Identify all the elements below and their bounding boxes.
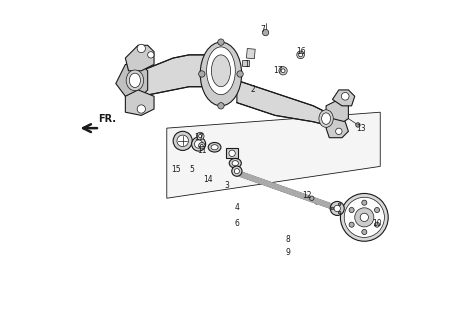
Circle shape: [173, 131, 192, 150]
Circle shape: [336, 128, 342, 134]
Text: 17: 17: [273, 66, 283, 75]
Text: 9: 9: [285, 248, 290, 257]
Ellipse shape: [200, 42, 242, 106]
Circle shape: [229, 150, 235, 156]
Text: 8: 8: [285, 235, 290, 244]
Circle shape: [374, 207, 379, 212]
Circle shape: [356, 123, 360, 127]
Circle shape: [299, 53, 302, 57]
Ellipse shape: [207, 47, 235, 95]
Circle shape: [234, 169, 239, 174]
Circle shape: [334, 205, 340, 212]
Circle shape: [342, 92, 349, 100]
Text: 2: 2: [250, 85, 255, 94]
Circle shape: [374, 222, 379, 227]
Polygon shape: [238, 171, 337, 210]
Text: 15: 15: [171, 165, 181, 174]
Circle shape: [349, 222, 354, 227]
Circle shape: [232, 166, 242, 176]
Bar: [226, 148, 238, 158]
Polygon shape: [125, 90, 154, 116]
Circle shape: [281, 69, 285, 73]
Circle shape: [218, 103, 224, 109]
Polygon shape: [326, 119, 349, 138]
Text: FR.: FR.: [98, 114, 116, 124]
Circle shape: [309, 196, 314, 200]
Circle shape: [199, 142, 205, 149]
Circle shape: [137, 105, 145, 113]
Text: 17: 17: [194, 133, 203, 142]
Circle shape: [360, 213, 368, 221]
Polygon shape: [141, 55, 218, 96]
Text: 16: 16: [296, 47, 305, 56]
Polygon shape: [326, 100, 349, 125]
Circle shape: [137, 44, 145, 52]
Ellipse shape: [208, 142, 221, 152]
Polygon shape: [332, 90, 355, 106]
Text: 12: 12: [302, 190, 312, 200]
Circle shape: [148, 52, 154, 58]
Polygon shape: [125, 45, 154, 71]
Ellipse shape: [232, 161, 238, 166]
Circle shape: [338, 203, 341, 205]
Circle shape: [330, 201, 344, 215]
Circle shape: [195, 140, 203, 148]
Bar: [247, 49, 255, 59]
Ellipse shape: [319, 110, 333, 127]
Circle shape: [201, 144, 203, 147]
Circle shape: [177, 135, 189, 147]
Circle shape: [279, 67, 287, 75]
Ellipse shape: [229, 158, 241, 168]
Circle shape: [262, 29, 269, 36]
Circle shape: [355, 208, 374, 227]
Text: 3: 3: [225, 181, 230, 190]
Text: 6: 6: [235, 219, 239, 228]
Polygon shape: [237, 80, 326, 125]
Circle shape: [199, 134, 202, 138]
Text: 7: 7: [260, 25, 265, 34]
Ellipse shape: [212, 55, 230, 87]
Circle shape: [349, 207, 354, 212]
Circle shape: [192, 137, 206, 151]
Text: 11: 11: [197, 146, 207, 155]
Circle shape: [338, 211, 341, 214]
Circle shape: [237, 71, 243, 77]
Circle shape: [362, 200, 367, 205]
Text: 10: 10: [372, 219, 382, 228]
Text: 1: 1: [244, 60, 249, 69]
Ellipse shape: [126, 70, 144, 91]
Ellipse shape: [322, 113, 331, 124]
Polygon shape: [167, 112, 380, 198]
Circle shape: [218, 39, 224, 45]
Polygon shape: [116, 64, 148, 96]
Text: 13: 13: [356, 124, 366, 132]
Ellipse shape: [211, 145, 218, 150]
Text: 4: 4: [235, 203, 239, 212]
Ellipse shape: [130, 73, 141, 87]
Circle shape: [199, 71, 205, 77]
Circle shape: [362, 229, 367, 235]
Bar: [242, 60, 248, 66]
Circle shape: [297, 51, 304, 59]
Text: 14: 14: [203, 175, 213, 184]
Circle shape: [331, 207, 334, 210]
Circle shape: [340, 194, 388, 241]
Circle shape: [344, 197, 384, 237]
Text: 5: 5: [190, 165, 195, 174]
Circle shape: [196, 132, 204, 140]
